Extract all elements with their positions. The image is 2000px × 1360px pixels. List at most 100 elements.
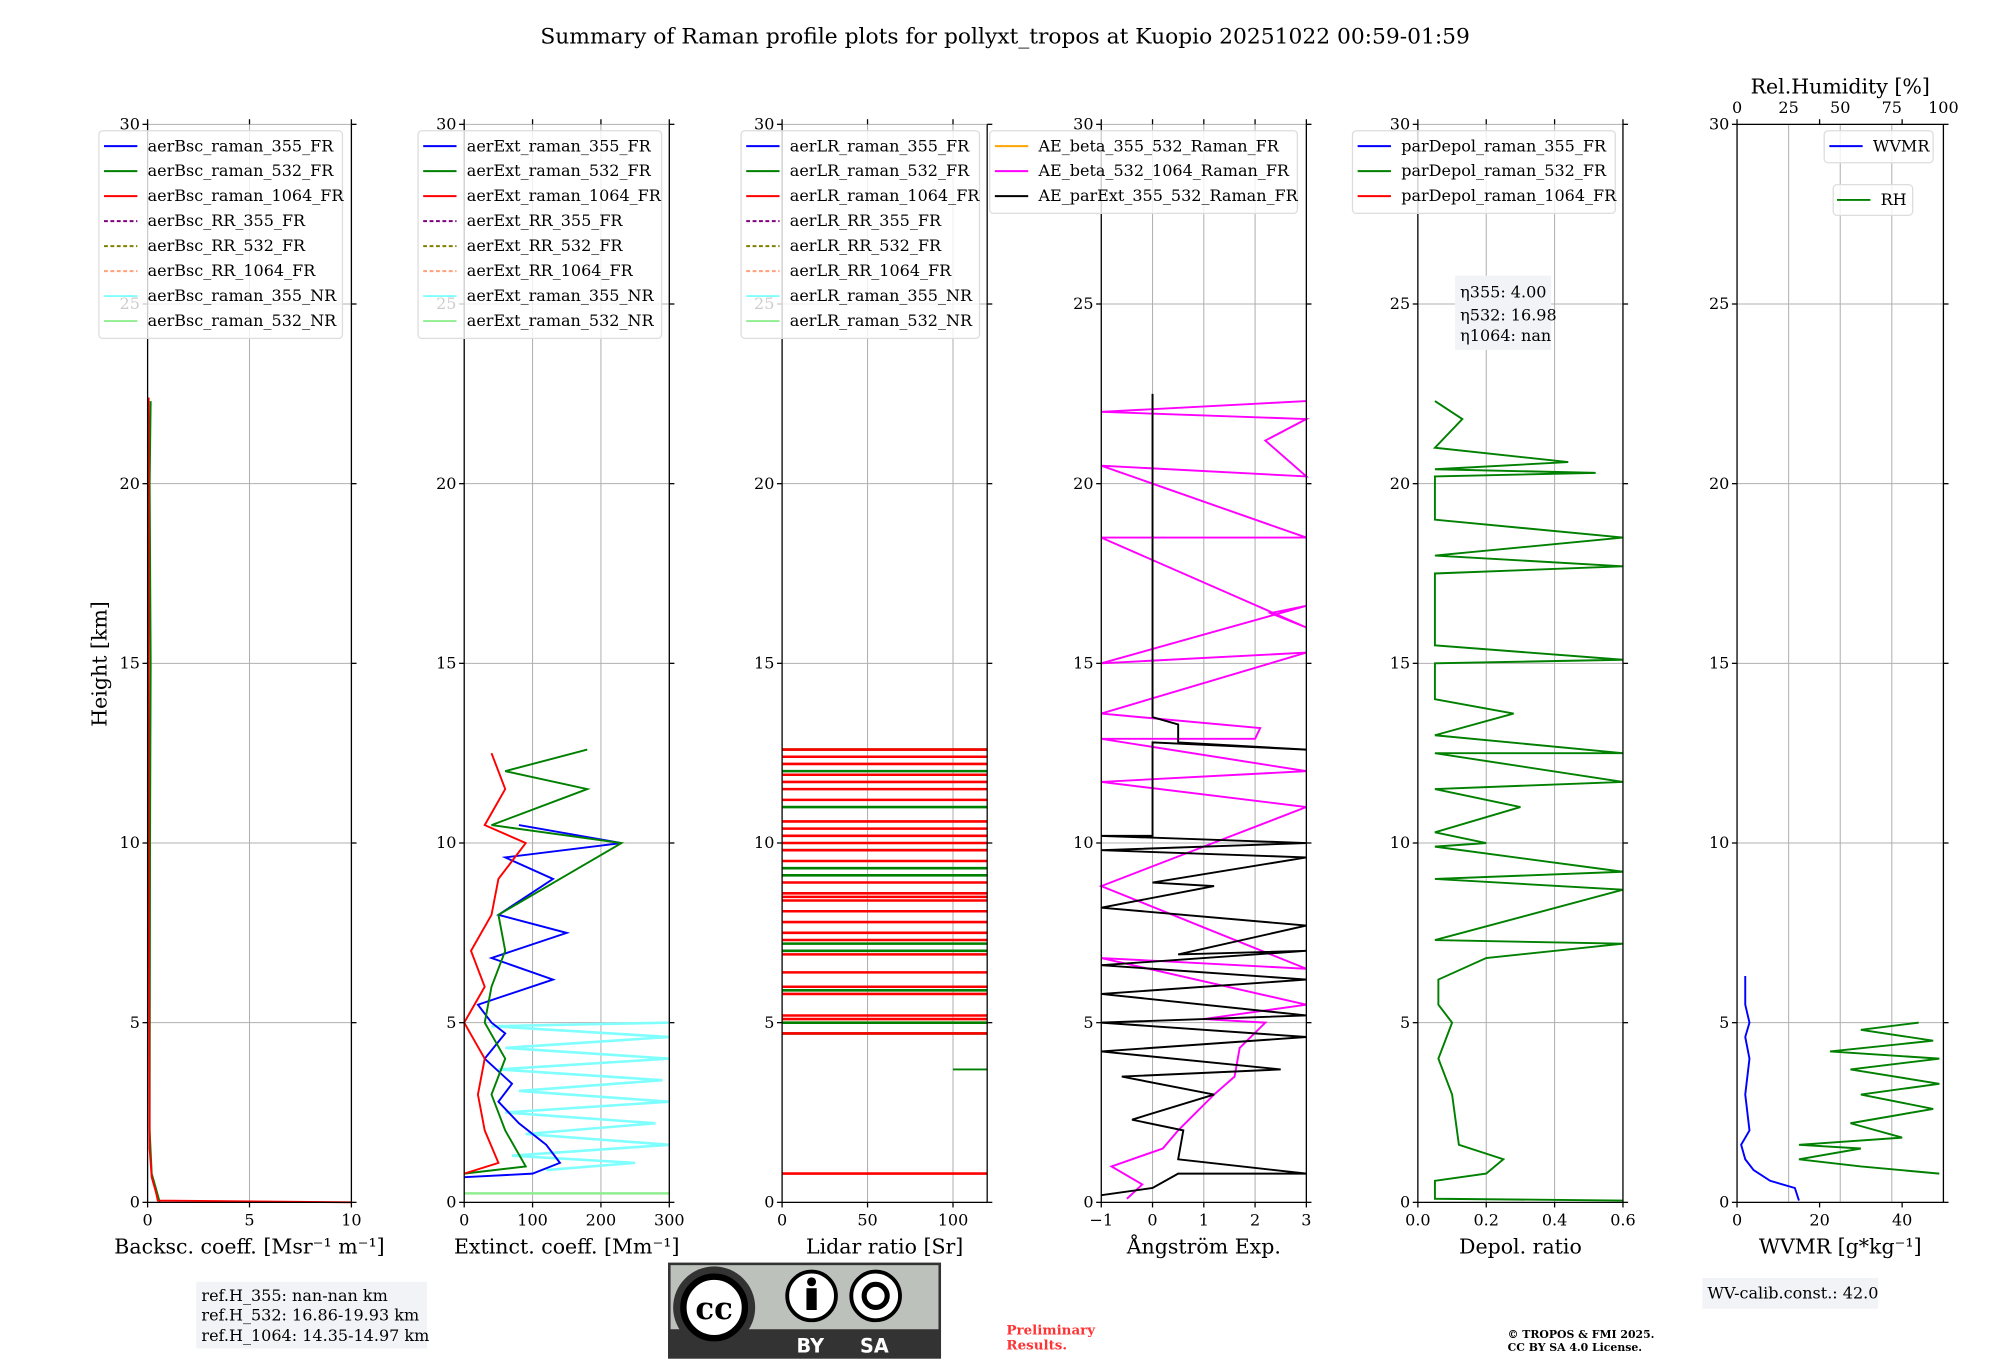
top-x-tick-label: 0 — [1732, 98, 1742, 117]
y-tick-label: 30 — [436, 114, 456, 133]
legend-box — [98, 130, 344, 340]
legend-label: aerLR_raman_355_NR — [790, 286, 973, 305]
legend-box — [417, 130, 663, 340]
x-axis-label: Depol. ratio — [1459, 1235, 1582, 1259]
legend-label: aerBsc_raman_355_NR — [148, 286, 338, 305]
legend: parDepol_raman_355_FR parDepol_raman_532_… — [1351, 130, 1617, 215]
ref-h-1064: ref.H_1064: 14.35-14.97 km — [201, 1326, 429, 1345]
y-tick-label: 30 — [1073, 114, 1093, 133]
legend-label: aerLR_RR_532_FR — [790, 236, 942, 255]
top-x-axis-label: Rel.Humidity [%] — [1751, 75, 1930, 99]
y-tick-label: 20 — [120, 474, 140, 493]
legend-label: aerBsc_RR_355_FR — [148, 211, 306, 230]
y-tick-label: 0 — [1400, 1192, 1410, 1211]
series-AE_beta_532_1064_Raman_FR — [1098, 400, 1311, 1200]
eta-532: η532: 16.98 — [1460, 305, 1557, 324]
y-tick-label: 5 — [130, 1013, 140, 1032]
y-tick-label: 5 — [1719, 1013, 1729, 1032]
x-axis-label: Ångström Exp. — [1126, 1234, 1281, 1259]
figure-title: Summary of Raman profile plots for polly… — [540, 25, 1470, 50]
legend-label: parDepol_raman_532_FR — [1401, 161, 1607, 180]
series-parDepol_raman_532_FR — [1432, 400, 1624, 1202]
y-tick-label: 0 — [764, 1192, 774, 1211]
x-tick-label: 50 — [857, 1210, 877, 1229]
legend-label: AE_beta_532_1064_Raman_FR — [1037, 161, 1289, 180]
legend-label: WVMR — [1873, 136, 1930, 155]
eta-1064: η1064: nan — [1460, 326, 1551, 345]
x-axis-label: Extinct. coeff. [Mm⁻¹] — [454, 1235, 680, 1259]
y-tick-label: 10 — [754, 833, 774, 852]
legend-label: AE_beta_355_532_Raman_FR — [1037, 136, 1279, 155]
x-tick-label: 0.2 — [1473, 1210, 1498, 1229]
legend-label: aerBsc_raman_532_FR — [148, 161, 335, 180]
legend-wvmr: WVMR — [1823, 130, 1934, 164]
x-tick-label: 0.4 — [1542, 1210, 1567, 1229]
legend-label: aerExt_raman_532_FR — [467, 161, 652, 180]
legend-label: aerExt_raman_532_NR — [467, 311, 655, 330]
svg-text:cc: cc — [695, 1291, 732, 1327]
y-tick-label: 5 — [446, 1013, 456, 1032]
y-tick-label: 15 — [1390, 653, 1410, 672]
panel-1: 0510152025300510Backsc. coeff. [Msr⁻¹ m⁻… — [98, 114, 385, 1259]
legend-label: aerBsc_RR_532_FR — [148, 236, 306, 255]
legend-label: aerBsc_raman_1064_FR — [148, 186, 345, 205]
legend-rh: RH — [1832, 183, 1914, 216]
legend-label: aerExt_raman_1064_FR — [467, 186, 662, 205]
legend-label: parDepol_raman_1064_FR — [1401, 186, 1617, 205]
legend-label: aerExt_raman_355_FR — [467, 136, 652, 155]
y-tick-label: 20 — [1709, 474, 1729, 493]
x-tick-label: −1 — [1089, 1210, 1113, 1229]
y-tick-label: 25 — [1073, 294, 1093, 313]
x-tick-label: 100 — [517, 1210, 548, 1229]
ref-h-355: ref.H_355: nan-nan km — [201, 1286, 387, 1305]
legend-box — [1832, 183, 1914, 216]
y-tick-label: 30 — [120, 114, 140, 133]
panel-3: 051015202530050100Lidar ratio [Sr]aerLR_… — [740, 114, 993, 1259]
y-tick-label: 10 — [120, 833, 140, 852]
y-tick-label: 30 — [1709, 114, 1729, 133]
legend-label: parDepol_raman_355_FR — [1401, 136, 1607, 155]
legend-label: aerExt_RR_355_FR — [467, 211, 624, 230]
x-tick-label: 0 — [459, 1210, 469, 1229]
x-tick-label: 0.6 — [1610, 1210, 1635, 1229]
legend: AE_beta_355_532_Raman_FR AE_beta_532_1064… — [989, 130, 1299, 215]
y-tick-label: 20 — [1073, 474, 1093, 493]
reference-height-box: ref.H_355: nan-nan km ref.H_532: 16.86-1… — [196, 1281, 429, 1349]
legend-label: RH — [1881, 190, 1907, 209]
top-x-tick-label: 100 — [1928, 98, 1959, 117]
series-aerBsc_raman_1064_FR — [147, 397, 352, 1204]
y-tick-label: 5 — [764, 1013, 774, 1032]
y-tick-label: 10 — [1390, 833, 1410, 852]
y-tick-label: 30 — [754, 114, 774, 133]
legend-label: aerBsc_raman_532_NR — [148, 311, 338, 330]
x-tick-label: 0 — [1147, 1210, 1157, 1229]
series-AE_parExt_355_532_Raman_FR — [1101, 393, 1307, 1197]
x-tick-label: 5 — [244, 1210, 254, 1229]
x-tick-label: 300 — [654, 1210, 685, 1229]
legend-label: aerLR_RR_355_FR — [790, 211, 942, 230]
legend-label: aerExt_raman_355_NR — [467, 286, 655, 305]
series-aerBsc_raman_532_FR — [148, 401, 161, 1203]
x-axis-label: Backsc. coeff. [Msr⁻¹ m⁻¹] — [114, 1235, 384, 1259]
legend-label: aerLR_raman_532_NR — [790, 311, 973, 330]
cc-by-sa-logo: cc BY SA — [668, 1262, 942, 1359]
y-tick-label: 10 — [1709, 833, 1729, 852]
legend-label: aerBsc_RR_1064_FR — [148, 261, 317, 280]
top-x-tick-label: 25 — [1778, 98, 1798, 117]
legend-label: aerExt_RR_532_FR — [467, 236, 624, 255]
series-RH — [1798, 1021, 1940, 1175]
legend-box — [740, 130, 981, 340]
y-tick-label: 20 — [436, 474, 456, 493]
series-aerExt_raman_532_FR — [464, 748, 625, 1175]
y-tick-label: 30 — [1390, 114, 1410, 133]
legend-label: aerBsc_raman_355_FR — [148, 136, 335, 155]
y-tick-label: 5 — [1400, 1013, 1410, 1032]
x-tick-label: 0.0 — [1405, 1210, 1430, 1229]
panel-2: 0510152025300100200300Extinct. coeff. [M… — [417, 114, 685, 1259]
y-tick-label: 25 — [1390, 294, 1410, 313]
y-tick-label: 20 — [754, 474, 774, 493]
y-tick-label: 15 — [436, 653, 456, 672]
